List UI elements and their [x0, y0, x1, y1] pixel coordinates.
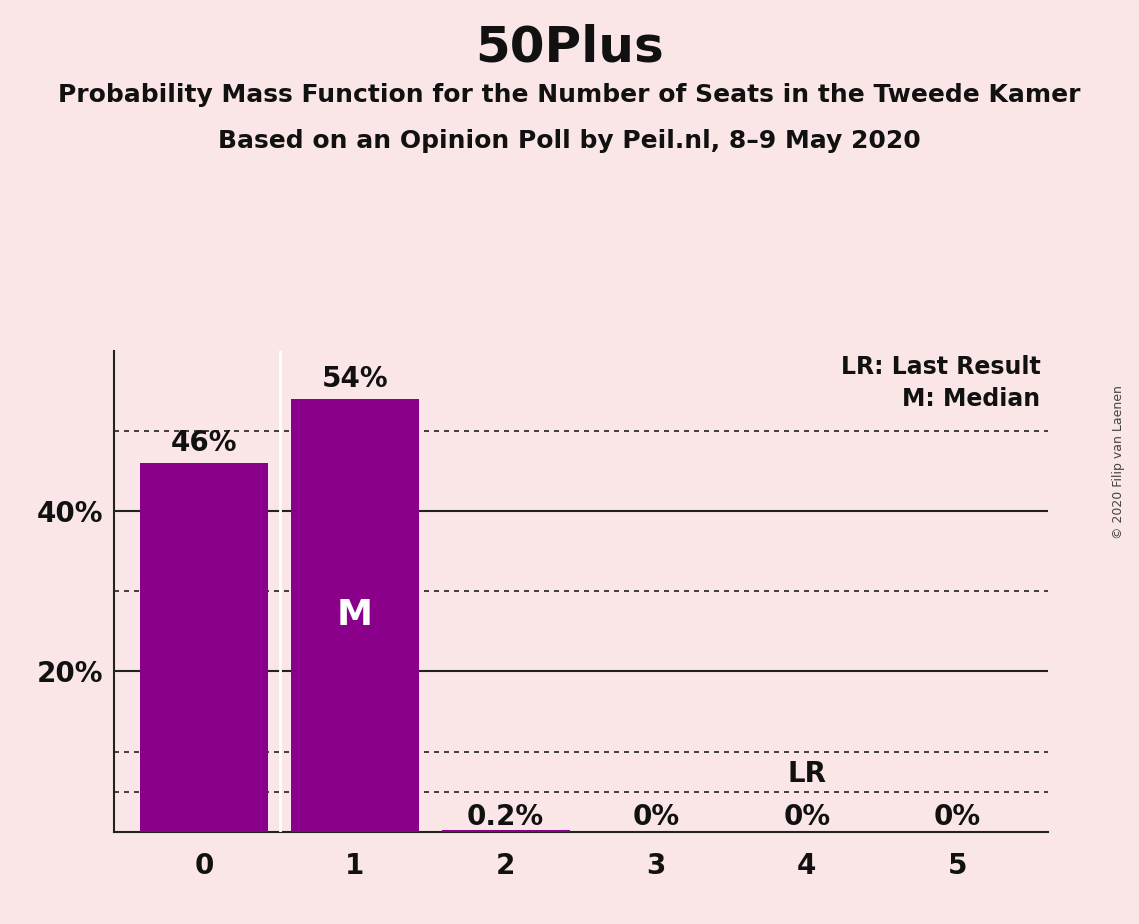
Text: 0%: 0% — [784, 803, 830, 831]
Text: 50Plus: 50Plus — [475, 23, 664, 71]
Text: LR: Last Result: LR: Last Result — [841, 355, 1040, 379]
Bar — [140, 463, 269, 832]
Text: Based on an Opinion Poll by Peil.nl, 8–9 May 2020: Based on an Opinion Poll by Peil.nl, 8–9… — [219, 129, 920, 153]
Text: © 2020 Filip van Laenen: © 2020 Filip van Laenen — [1112, 385, 1125, 539]
Text: M: Median: M: Median — [902, 387, 1040, 411]
Text: 0.2%: 0.2% — [467, 803, 544, 831]
Text: M: M — [337, 599, 372, 632]
Text: LR: LR — [787, 760, 827, 787]
Text: 54%: 54% — [321, 365, 388, 393]
Text: 0%: 0% — [934, 803, 981, 831]
Bar — [290, 399, 419, 832]
Text: 46%: 46% — [171, 429, 238, 456]
Bar — [442, 830, 570, 832]
Text: Probability Mass Function for the Number of Seats in the Tweede Kamer: Probability Mass Function for the Number… — [58, 83, 1081, 107]
Text: 0%: 0% — [632, 803, 680, 831]
